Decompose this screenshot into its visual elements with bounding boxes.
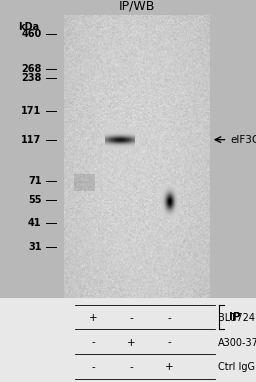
Text: 31: 31 <box>28 241 41 251</box>
Text: 71: 71 <box>28 176 41 186</box>
Text: -: - <box>167 313 171 323</box>
Text: BL1724: BL1724 <box>218 313 255 323</box>
Text: 460: 460 <box>21 29 41 39</box>
Text: Ctrl IgG: Ctrl IgG <box>218 362 255 372</box>
Title: IP/WB: IP/WB <box>119 0 155 13</box>
Text: 171: 171 <box>21 106 41 116</box>
Text: +: + <box>89 313 98 323</box>
Text: -: - <box>91 362 95 372</box>
Text: kDa: kDa <box>18 22 40 32</box>
Text: A300-377A: A300-377A <box>218 338 256 348</box>
Text: IP: IP <box>229 312 241 322</box>
Text: 117: 117 <box>21 135 41 145</box>
Text: +: + <box>127 338 135 348</box>
Text: -: - <box>129 362 133 372</box>
Text: +: + <box>165 362 173 372</box>
Text: 268: 268 <box>21 64 41 74</box>
Text: -: - <box>129 313 133 323</box>
Text: -: - <box>167 338 171 348</box>
Text: -: - <box>91 338 95 348</box>
Text: 238: 238 <box>21 73 41 83</box>
Text: eIF3C/eIF3S8: eIF3C/eIF3S8 <box>230 135 256 145</box>
Text: 55: 55 <box>28 196 41 206</box>
Text: 41: 41 <box>28 218 41 228</box>
